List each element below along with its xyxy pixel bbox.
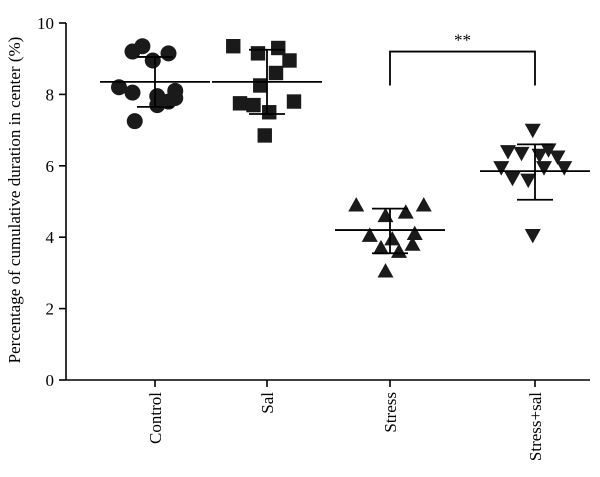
data-point-circle: [111, 79, 127, 96]
data-point-square: [226, 39, 241, 54]
data-point-square: [262, 105, 277, 120]
data-point-square: [253, 78, 268, 93]
data-point-circle: [134, 38, 151, 55]
data-point-triangle-down: [493, 161, 510, 176]
data-point-triangle-up: [348, 197, 365, 212]
data-point-square: [282, 53, 297, 68]
data-point-circle: [144, 52, 161, 69]
y-tick-label: 8: [46, 85, 55, 104]
data-point-triangle-down: [500, 145, 516, 160]
data-point-triangle-down: [540, 143, 557, 158]
data-point-square: [268, 65, 284, 81]
data-point-triangle-up: [377, 207, 394, 223]
x-axis: Control Sal Stress Stress+sal: [66, 379, 590, 461]
y-tick-label: 2: [46, 300, 55, 319]
y-tick-label: 10: [37, 14, 54, 33]
data-point-triangle-up: [404, 236, 421, 251]
data-point-circle: [149, 97, 166, 114]
data-point-triangle-up: [384, 230, 401, 246]
data-point-square: [257, 128, 272, 143]
data-point-square: [246, 97, 261, 113]
x-tick-label: Stress+sal: [526, 392, 545, 461]
data-point-triangle-up: [406, 225, 423, 241]
data-point-triangle-up: [391, 243, 407, 258]
significance-label: **: [454, 31, 471, 50]
x-tick-label: Sal: [258, 392, 277, 414]
data-point-circle: [160, 45, 177, 62]
data-point-triangle-down: [549, 150, 566, 165]
data-point-triangle-up: [377, 263, 394, 278]
data-point-triangle-down: [536, 161, 552, 176]
y-tick-label: 6: [46, 157, 55, 176]
series-stress-sal: [480, 123, 590, 244]
significance-annotation: **: [389, 31, 536, 86]
data-series: [100, 38, 590, 278]
data-point-triangle-down: [531, 148, 548, 164]
data-point-triangle-down: [524, 229, 541, 244]
data-point-circle: [124, 84, 141, 101]
data-point-triangle-down: [524, 123, 541, 139]
data-point-circle: [126, 113, 143, 130]
data-point-triangle-up: [373, 239, 389, 255]
x-tick-label: Stress: [381, 392, 400, 433]
y-tick-label: 4: [46, 228, 55, 247]
data-point-triangle-down: [556, 161, 573, 176]
y-axis-label: Percentage of cumulative duration in cen…: [5, 37, 24, 364]
data-point-square: [232, 96, 248, 111]
data-point-triangle-down: [513, 146, 530, 162]
data-point-triangle-down: [504, 171, 521, 187]
significance-bracket: [389, 50, 536, 86]
y-axis: 0 2 4 6 8 10: [37, 14, 67, 390]
data-point-square: [271, 40, 286, 56]
data-point-triangle-up: [415, 197, 432, 212]
data-point-triangle-down: [520, 173, 537, 189]
data-point-square: [250, 46, 266, 61]
series-stress: [335, 197, 445, 278]
data-point-square: [286, 94, 302, 109]
data-point-triangle-up: [361, 227, 378, 242]
series-sal: [212, 39, 322, 143]
series-control: [100, 38, 210, 130]
y-tick-label: 0: [46, 371, 55, 390]
data-point-triangle-up: [397, 204, 414, 219]
x-tick-label: Control: [146, 392, 165, 444]
